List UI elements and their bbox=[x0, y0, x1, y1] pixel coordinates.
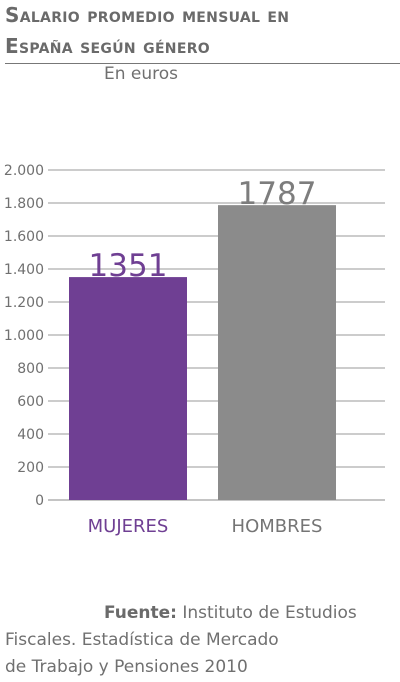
source-prefix: Fuente: bbox=[104, 603, 177, 623]
y-tick-label: 2.000 bbox=[4, 163, 44, 179]
x-axis-categories: MUJERES HOMBRES bbox=[88, 516, 323, 537]
y-tick-label: 200 bbox=[17, 460, 44, 476]
data-labels: 1351 1787 bbox=[89, 176, 317, 284]
data-label-mujeres: 1351 bbox=[89, 248, 168, 284]
y-tick-label: 400 bbox=[17, 427, 44, 443]
chart-title-line-1: Salario promedio mensual en bbox=[5, 3, 290, 27]
bar-chart: 0 200 400 600 800 1.000 1.200 1.400 1.600 1.800 2.… bbox=[4, 163, 385, 537]
chart-title: Salario promedio mensual en España según… bbox=[5, 0, 400, 62]
bars bbox=[69, 205, 336, 500]
y-tick-label: 800 bbox=[17, 361, 44, 377]
bar-hombres bbox=[218, 205, 336, 500]
y-tick-label: 0 bbox=[35, 493, 44, 509]
chart-title-line-2: España según género bbox=[5, 34, 210, 58]
category-label-mujeres: MUJERES bbox=[88, 516, 169, 537]
y-axis-ticks: 0 200 400 600 800 1.000 1.200 1.400 1.600 1.800 2.… bbox=[4, 163, 44, 509]
chart-subtitle: En euros bbox=[104, 64, 179, 84]
source-line-1: Instituto de Estudios bbox=[182, 603, 357, 623]
category-label-hombres: HOMBRES bbox=[232, 516, 323, 537]
y-tick-label: 1.200 bbox=[4, 295, 44, 311]
data-label-hombres: 1787 bbox=[238, 176, 317, 212]
title-divider bbox=[5, 63, 400, 64]
y-tick-label: 600 bbox=[17, 394, 44, 410]
bar-mujeres bbox=[69, 277, 187, 500]
source-line-2: Fiscales. Estadística de Mercado bbox=[5, 630, 279, 650]
source-note: Fuente: Instituto de Estudios Fiscales. … bbox=[5, 600, 395, 681]
source-line-3: de Trabajo y Pensiones 2010 bbox=[5, 657, 248, 677]
y-tick-label: 1.000 bbox=[4, 328, 44, 344]
y-tick-label: 1.800 bbox=[4, 196, 44, 212]
y-tick-label: 1.600 bbox=[4, 229, 44, 245]
y-tick-label: 1.400 bbox=[4, 262, 44, 278]
